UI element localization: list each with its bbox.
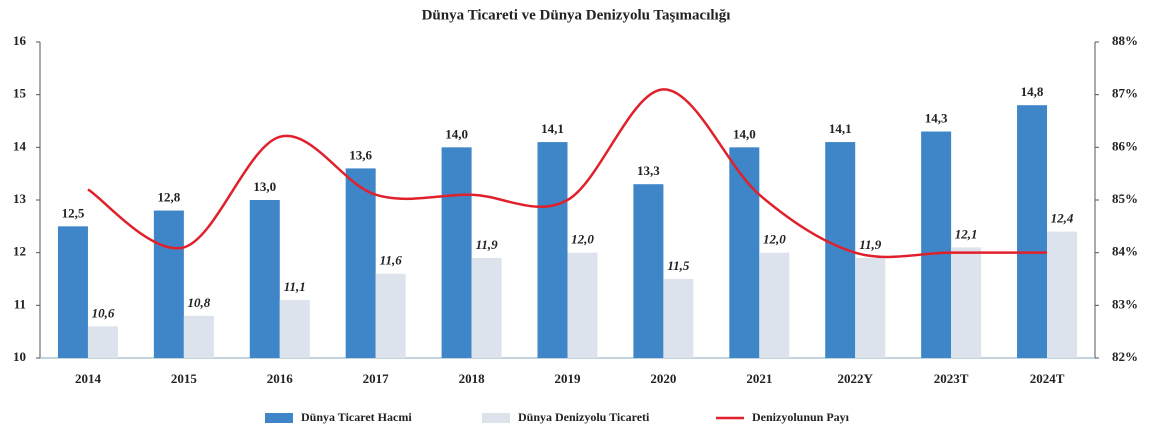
bar bbox=[759, 252, 790, 358]
legend-label: Denizyolunun Payı bbox=[752, 410, 850, 424]
bar bbox=[663, 279, 694, 358]
data-label: 13,3 bbox=[637, 163, 660, 178]
bar bbox=[279, 300, 310, 358]
x-tick-label: 2021 bbox=[746, 371, 772, 386]
bar bbox=[345, 168, 376, 358]
data-label: 12,0 bbox=[763, 232, 786, 247]
data-label: 11,1 bbox=[284, 279, 306, 294]
bar bbox=[153, 210, 184, 358]
bar bbox=[921, 131, 952, 358]
y2-tick-label: 86% bbox=[1112, 138, 1138, 153]
bar bbox=[249, 200, 280, 358]
x-tick-label: 2016 bbox=[267, 371, 294, 386]
bar bbox=[87, 326, 118, 358]
data-label: 12,1 bbox=[955, 226, 978, 241]
y2-tick-label: 83% bbox=[1112, 296, 1138, 311]
legend-label: Dünya Ticaret Hacmi bbox=[301, 410, 412, 424]
data-label: 14,1 bbox=[541, 121, 564, 136]
x-tick-label: 2023T bbox=[934, 371, 969, 386]
y-tick-label: 10 bbox=[13, 349, 26, 364]
data-label: 14,3 bbox=[925, 111, 948, 126]
line bbox=[87, 88, 1048, 259]
bar bbox=[729, 147, 760, 358]
x-tick-label: 2018 bbox=[459, 371, 486, 386]
bar bbox=[1047, 231, 1078, 358]
y2-tick-label: 82% bbox=[1112, 349, 1138, 364]
y-tick-label: 16 bbox=[13, 33, 27, 48]
y-tick-label: 15 bbox=[13, 86, 27, 101]
x-tick-label: 2019 bbox=[555, 371, 582, 386]
x-tick-label: 2022Y bbox=[838, 371, 874, 386]
data-label: 12,0 bbox=[571, 232, 594, 247]
data-label: 11,6 bbox=[380, 253, 403, 268]
data-label: 10,6 bbox=[92, 305, 115, 320]
bar bbox=[633, 184, 664, 358]
bar bbox=[183, 315, 214, 358]
data-label: 14,0 bbox=[733, 126, 756, 141]
y-tick-label: 11 bbox=[14, 296, 26, 311]
y2-tick-label: 84% bbox=[1112, 244, 1138, 259]
data-label: 14,1 bbox=[829, 121, 852, 136]
x-tick-label: 2015 bbox=[171, 371, 198, 386]
x-tick-label: 2017 bbox=[363, 371, 390, 386]
chart-title: Dünya Ticareti ve Dünya Denizyolu Taşıma… bbox=[422, 7, 731, 23]
legend-swatch bbox=[482, 413, 510, 423]
bar bbox=[1017, 105, 1048, 358]
data-label: 14,0 bbox=[445, 126, 468, 141]
y2-tick-label: 88% bbox=[1112, 33, 1138, 48]
bar bbox=[375, 273, 406, 358]
x-tick-label: 2020 bbox=[650, 371, 676, 386]
legend-label: Dünya Denizyolu Ticareti bbox=[518, 410, 650, 424]
bar bbox=[57, 226, 88, 358]
y2-tick-label: 85% bbox=[1112, 191, 1138, 206]
y2-tick-label: 87% bbox=[1112, 86, 1138, 101]
data-label: 12,4 bbox=[1051, 211, 1074, 226]
x-tick-label: 2024T bbox=[1030, 371, 1065, 386]
y-tick-label: 14 bbox=[13, 138, 27, 153]
legend-swatch bbox=[265, 413, 293, 423]
bar bbox=[471, 257, 502, 358]
data-label: 13,0 bbox=[253, 179, 276, 194]
data-label: 11,9 bbox=[859, 237, 882, 252]
bar bbox=[855, 257, 886, 358]
bar bbox=[567, 252, 598, 358]
data-label: 14,8 bbox=[1021, 84, 1044, 99]
bar bbox=[537, 142, 568, 358]
data-label: 12,5 bbox=[62, 205, 85, 220]
x-tick-label: 2014 bbox=[75, 371, 102, 386]
data-label: 10,8 bbox=[187, 295, 210, 310]
data-label: 11,5 bbox=[667, 258, 690, 273]
y-tick-label: 13 bbox=[13, 191, 27, 206]
data-label: 11,9 bbox=[476, 237, 499, 252]
bar bbox=[441, 147, 472, 358]
bar bbox=[951, 247, 982, 358]
data-label: 13,6 bbox=[349, 147, 372, 162]
data-label: 12,8 bbox=[157, 190, 180, 205]
y-tick-label: 12 bbox=[13, 244, 26, 259]
